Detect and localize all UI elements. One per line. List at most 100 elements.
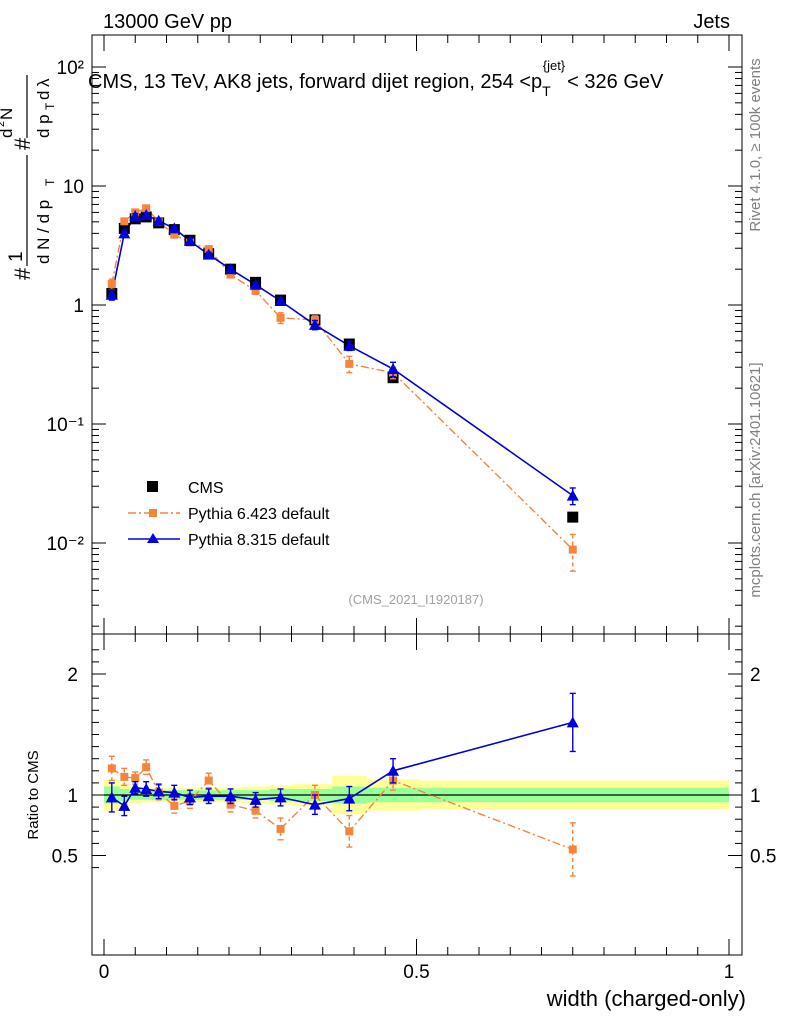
main-y-tick-labels: 10⁻² 10⁻¹ 1 10 10² (47, 58, 85, 555)
plot-title: CMS, 13 TeV, AK8 jets, forward dijet reg… (88, 58, 664, 99)
main-y-tick-label: 1 (73, 296, 84, 317)
svg-text:d: d (34, 91, 53, 100)
pythia8-point (140, 209, 153, 221)
pythia6-point (120, 217, 129, 226)
ratio-pythia6-point (204, 776, 213, 785)
ratio-pythia8-point (105, 791, 118, 803)
ratio-pythia8-point (202, 790, 215, 802)
ratio-pythia6-point (276, 824, 285, 833)
pythia8-point (566, 489, 579, 501)
main-y-ticks (92, 66, 742, 627)
svg-text:λ: λ (34, 78, 53, 87)
main-y-tick-label: 10⁻¹ (47, 415, 85, 436)
pythia8-point (387, 362, 400, 374)
ratio-x-ticks (103, 634, 730, 955)
pythia8-point (343, 339, 356, 351)
legend-pythia6-marker (149, 509, 157, 517)
ratio-pythia6-point (120, 772, 129, 781)
main-series-points (105, 204, 579, 572)
pythia8-point (152, 214, 165, 226)
mcplots-label: mcplots.cern.ch [arXiv:2401.10621] (747, 362, 764, 597)
ratio-y-tick-labels: 0.5 0.5 1 1 2 2 (52, 665, 777, 868)
svg-text:d N / d p: d N / d p (34, 200, 53, 264)
ratio-y-tick-label-left: 0.5 (52, 847, 78, 868)
ratio-pythia8-point (140, 782, 153, 794)
pythia6-point (568, 545, 577, 554)
pythia8-point (118, 227, 131, 239)
svg-text:#: # (10, 137, 35, 150)
ratio-pythia6-point (107, 764, 116, 773)
ratio-y-ticks (92, 649, 742, 869)
svg-text:d p: d p (34, 114, 53, 138)
ratio-pythia8-point (387, 764, 400, 776)
x-axis-label: width (charged-only) (546, 986, 746, 1011)
header-right: Jets (693, 11, 730, 33)
pythia6-point (170, 230, 179, 239)
svg-text:T: T (43, 178, 57, 186)
pythia6-point (251, 286, 260, 295)
ratio-series-points (105, 692, 579, 877)
legend-item-cms: CMS (147, 480, 224, 497)
svg-text:d: d (0, 129, 16, 138)
pythia8-point (249, 278, 262, 290)
pythia8-point (168, 222, 181, 234)
pythia8-line (111, 214, 574, 497)
pythia6-point (107, 280, 116, 289)
ratio-panel: 0.5 0.51 12 2 0 0.5 1 Ratio to CMS width (cha… (25, 633, 777, 1011)
ratio-pythia8-point (343, 792, 356, 804)
ratio-pythia8-point (224, 790, 237, 802)
ratio-pythia8-point (274, 791, 287, 803)
ratio-pythia6-point (251, 806, 260, 815)
ratio-pythia8-point (308, 798, 321, 810)
ratio-pythia8-point (249, 793, 262, 805)
main-y-axis-label: # 1 d N / d p T # d 2 N d p T d λ (0, 75, 57, 280)
legend-pythia8-label: Pythia 8.315 default (188, 532, 330, 549)
pythia8-point (202, 248, 215, 260)
ratio-pythia8-point (183, 791, 196, 803)
legend: CMS Pythia 6.423 default Pythia 8.315 de… (128, 480, 330, 549)
ratio-pythia6-point (170, 801, 179, 810)
svg-text:2: 2 (0, 121, 7, 127)
rivet-version-label: Rivet 4.1.0, ≥ 100k events (747, 58, 764, 231)
ratio-pythia8-point (152, 785, 165, 797)
cms-point (567, 511, 579, 523)
analysis-id: (CMS_2021_I1920187) (348, 592, 483, 607)
ratio-y-tick-label-left: 1 (67, 786, 78, 807)
pythia8-point (129, 209, 142, 221)
pythia6-point (276, 313, 285, 322)
pythia6-point (226, 270, 235, 279)
ratio-x-tick-label: 0 (99, 962, 110, 983)
legend-pythia8-marker (147, 533, 159, 543)
ratio-x-tick-label: 1 (724, 962, 735, 983)
header-left: 13000 GeV pp (103, 11, 232, 33)
ratio-pythia8-point (566, 716, 579, 728)
ratio-pythia6-point (131, 774, 140, 783)
svg-text:1: 1 (6, 251, 27, 262)
ratio-y-tick-label-right: 1 (750, 786, 761, 807)
pythia8-point (105, 288, 118, 300)
pythia8-point (183, 234, 196, 246)
pythia8-point (274, 295, 287, 307)
legend-cms-marker (147, 481, 158, 492)
ratio-pythia6-point (226, 800, 235, 809)
main-y-tick-label: 10² (57, 58, 84, 79)
ratio-pythia8-point (168, 786, 181, 798)
pythia8-point (308, 318, 321, 330)
main-series-lines (111, 207, 574, 551)
main-y-tick-label: 10 (63, 177, 84, 198)
ratio-y-axis-label: Ratio to CMS (25, 750, 42, 839)
ratio-x-tick-labels: 0 0.5 1 (99, 962, 735, 983)
svg-text:N: N (0, 108, 16, 120)
ratio-y-tick-label-right: 2 (750, 665, 761, 686)
main-y-tick-label: 10⁻² (47, 534, 85, 555)
pythia8-point (224, 263, 237, 275)
ratio-x-tick-label: 0.5 (403, 962, 429, 983)
pythia6-point (345, 359, 354, 368)
ratio-pythia6-point (345, 827, 354, 836)
ratio-pythia8-point (118, 799, 131, 811)
ratio-pythia8-point (129, 781, 142, 793)
pythia6-point (142, 204, 151, 213)
ratio-pythia6-point (568, 845, 577, 854)
legend-item-pythia8: Pythia 8.315 default (128, 532, 330, 549)
